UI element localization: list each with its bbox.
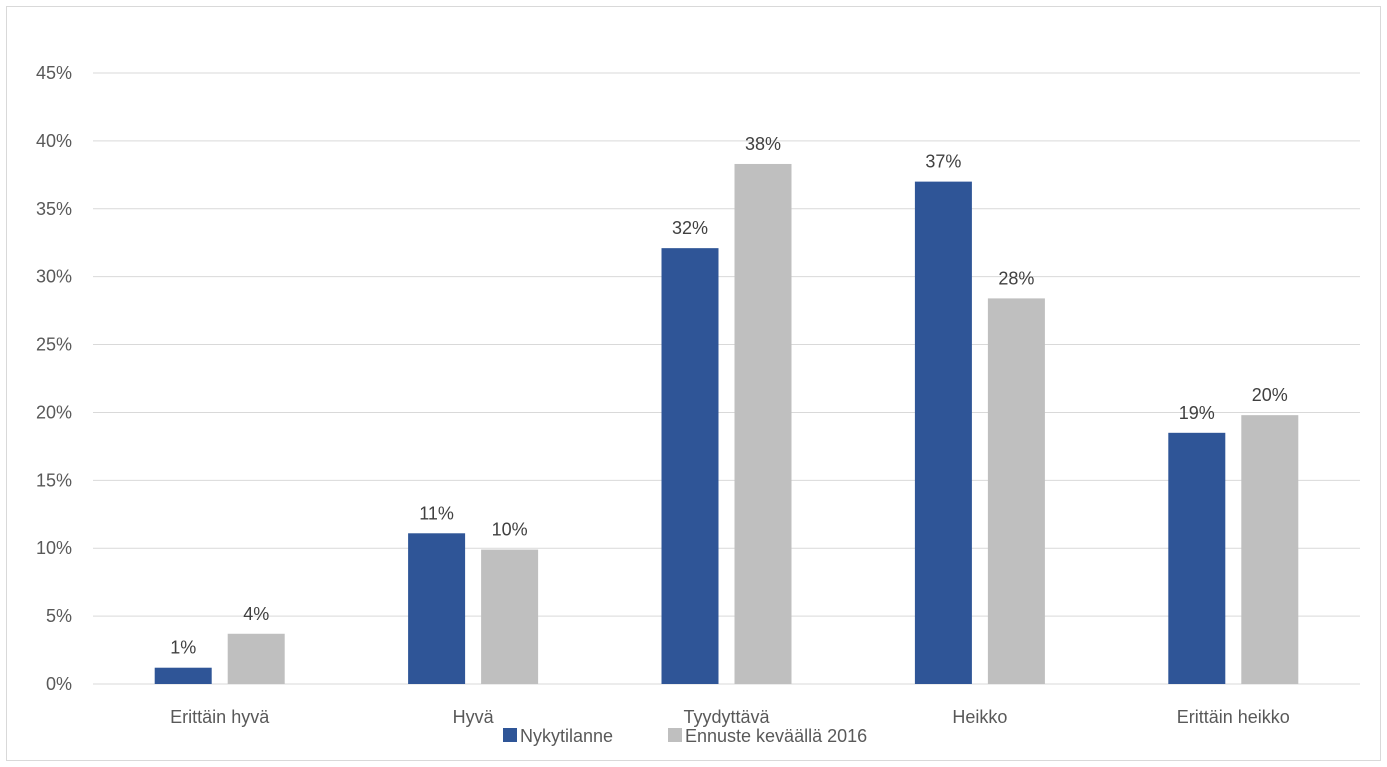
y-tick-label: 15% (36, 470, 72, 490)
legend-label: Ennuste keväällä 2016 (685, 726, 867, 746)
y-tick-label: 40% (36, 131, 72, 151)
x-tick-label: Heikko (952, 707, 1007, 727)
data-label: 11% (419, 503, 454, 523)
data-label: 19% (1179, 403, 1215, 423)
data-label: 4% (243, 604, 269, 624)
legend-label: Nykytilanne (520, 726, 613, 746)
bar-series-2 (227, 633, 285, 684)
y-tick-label: 30% (36, 267, 72, 287)
legend-swatch (503, 728, 517, 742)
x-tick-label: Erittäin hyvä (170, 707, 270, 727)
legend: Nykytilanne Ennuste keväällä 2016 (503, 726, 867, 746)
y-tick-label: 25% (36, 335, 72, 355)
y-tick-label: 0% (46, 674, 72, 694)
bar-series-2 (481, 549, 539, 684)
bar-series-1 (1168, 432, 1226, 684)
data-label: 32% (672, 218, 708, 238)
data-label: 38% (745, 134, 781, 154)
data-label: 20% (1252, 385, 1288, 405)
gridlines (93, 72, 1360, 685)
bar-series-1 (154, 667, 212, 684)
y-tick-label: 35% (36, 199, 72, 219)
data-label: 10% (492, 520, 528, 540)
x-tick-label: Hyvä (453, 707, 495, 727)
data-labels: 1% 4% 11% 10% 32% 38% 37% 28% 19% 20% (170, 134, 1288, 658)
bar-series-1 (914, 181, 972, 684)
bar-series-2 (987, 298, 1045, 684)
data-label: 1% (170, 638, 196, 658)
legend-swatch (668, 728, 682, 742)
y-tick-label: 5% (46, 606, 72, 626)
x-tick-label: Tyydyttävä (683, 707, 770, 727)
bar-series-2 (734, 163, 792, 684)
x-tick-label: Erittäin heikko (1177, 707, 1290, 727)
y-tick-label: 45% (36, 63, 72, 83)
data-label: 37% (925, 152, 961, 172)
y-tick-label: 20% (36, 402, 72, 422)
y-tick-label: 10% (36, 538, 72, 558)
data-label: 28% (998, 268, 1034, 288)
bars (154, 163, 1299, 685)
bar-series-1 (661, 248, 719, 685)
y-axis-ticks: 0% 5% 10% 15% 20% 25% 30% 35% 40% 45% (36, 63, 72, 694)
bar-series-1 (408, 533, 466, 684)
bar-series-2 (1241, 415, 1299, 684)
x-axis-ticks: Erittäin hyvä Hyvä Tyydyttävä Heikko Erittäi… (170, 707, 1290, 727)
